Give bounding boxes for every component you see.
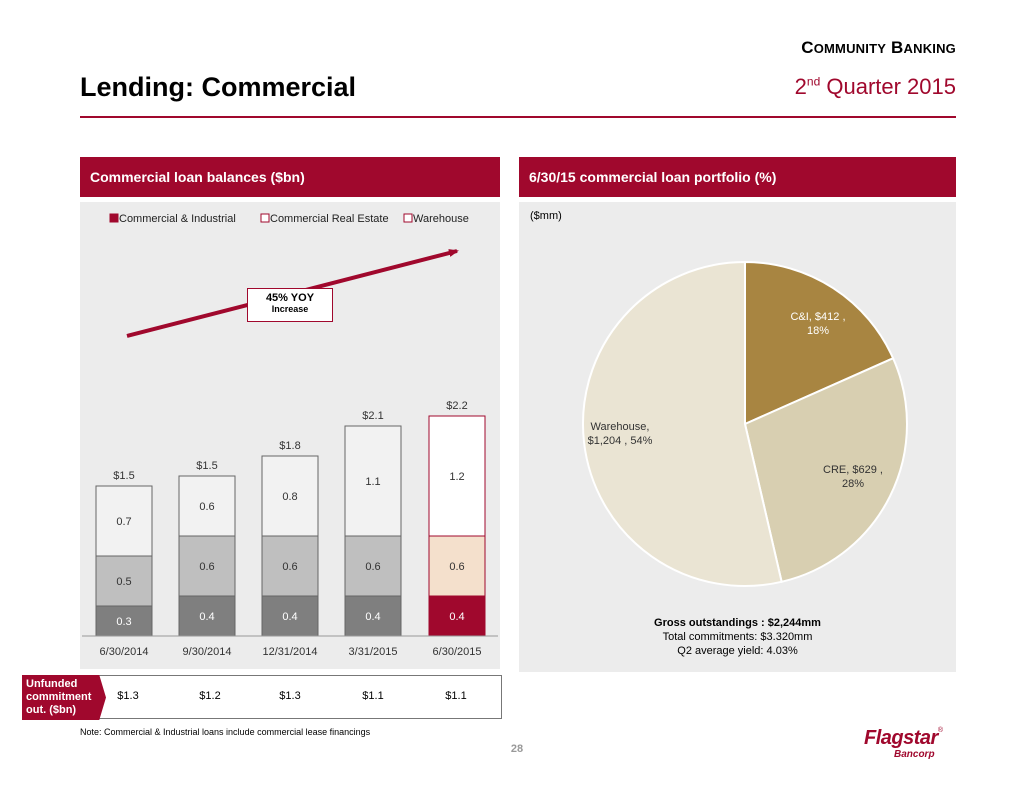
logo-reg: ® — [937, 727, 943, 734]
legend-label: Warehouse — [413, 213, 469, 225]
callout-line2: Increase — [271, 304, 309, 314]
bar-segment — [261, 455, 319, 537]
legend-swatch — [403, 213, 413, 223]
legend-swatch — [109, 213, 119, 223]
category-label: 12/31/2014 — [262, 646, 317, 658]
bar-segment — [261, 595, 319, 637]
category-label: 6/30/2014 — [100, 646, 149, 658]
pie-unit-label: ($mm) — [530, 210, 562, 222]
bar-value-label: 1.2 — [449, 471, 464, 483]
total-commitments: Total commitments: $3.320mm — [662, 631, 813, 643]
bar-total-label: $1.8 — [279, 440, 300, 452]
logo-sub: Bancorp — [894, 749, 935, 760]
legend-label: Commercial Real Estate — [270, 213, 389, 225]
bar-segment — [428, 535, 486, 597]
bar-segment — [95, 555, 153, 607]
bar-value-label: 0.4 — [365, 611, 380, 623]
category-label: 9/30/2014 — [183, 646, 232, 658]
bar-value-label: 0.6 — [199, 501, 214, 513]
bar-segment — [344, 595, 402, 637]
unfunded-value: $1.1 — [362, 690, 384, 702]
bar-value-label: 0.8 — [282, 491, 297, 503]
bar-segment — [344, 535, 402, 597]
title-divider — [80, 116, 956, 118]
unfunded-value: $1.3 — [117, 690, 139, 702]
pie-label-line2: 18% — [807, 325, 829, 337]
bar-segment — [178, 475, 236, 537]
right-panel-heading: 6/30/15 commercial loan portfolio (%) — [519, 157, 956, 197]
bar-segment — [95, 605, 153, 637]
bar-value-label: 0.4 — [449, 611, 464, 623]
pie-label-line1: Warehouse, — [591, 421, 650, 433]
bar-chart: 0.3 0.5 0.7 $1.5 6/30/2014 0.4 0.6 0.6 $1.5 9/30/… — [82, 213, 498, 658]
yoy-callout: 45% YOY Increase — [247, 288, 333, 322]
bar-total-label: $2.2 — [446, 400, 467, 412]
pie-slice — [743, 356, 908, 584]
legend-label: Commercial & Industrial — [119, 213, 236, 225]
callout-line1: 45% YOY — [265, 292, 315, 304]
bar-value-label: 0.6 — [199, 561, 214, 573]
unfunded-value: $1.2 — [199, 690, 221, 702]
bar-segment — [95, 485, 153, 557]
bar-value-label: 0.5 — [116, 576, 131, 588]
pie-chart: C&I, $412 , 18% CRE, $629 , 28% Warehouse, $1… — [582, 260, 908, 587]
page-number: 28 — [510, 743, 524, 755]
bar-value-label: 1.1 — [365, 476, 380, 488]
bar-segment — [178, 535, 236, 597]
bar-segment — [178, 595, 236, 637]
pie-slice — [744, 260, 895, 426]
pie-label-line1: C&I, $412 , — [790, 311, 845, 323]
quarter-label: 2nd Quarter 2015 — [794, 74, 956, 99]
unfunded-label: Unfunded commitment out. ($bn) — [22, 675, 106, 720]
page-title: Lending: Commercial — [80, 72, 357, 102]
category-label: 3/31/2015 — [349, 646, 398, 658]
bar-value-label: 0.6 — [449, 561, 464, 573]
pie-label-line2: 28% — [842, 478, 864, 490]
flagstar-logo: Flagstar® Bancorp — [864, 727, 960, 763]
bar-segment — [344, 425, 402, 537]
unfunded-value: $1.3 — [279, 690, 301, 702]
footnote: Note: Commercial & Industrial loans incl… — [80, 727, 371, 737]
portfolio-summary: Gross outstandings : $2,244mm Total comm… — [519, 616, 956, 658]
bar-value-label: 0.4 — [199, 611, 214, 623]
category-label: 6/30/2015 — [433, 646, 482, 658]
bar-value-label: 0.4 — [282, 611, 297, 623]
bar-segment — [428, 415, 486, 537]
bar-value-label: 0.7 — [116, 516, 131, 528]
bar-total-label: $1.5 — [113, 470, 134, 482]
bar-total-label: $1.5 — [196, 460, 217, 472]
pie-slice — [582, 260, 783, 587]
bar-value-label: 0.3 — [116, 616, 131, 628]
unfunded-value: $1.1 — [445, 690, 467, 702]
bar-segment — [261, 535, 319, 597]
logo-main: Flagstar — [864, 727, 938, 749]
bar-total-label: $2.1 — [362, 410, 383, 422]
pie-label-line1: CRE, $629 , — [823, 464, 883, 476]
section-label: COMMUNITY BANKING — [801, 38, 956, 57]
bar-value-label: 0.6 — [282, 561, 297, 573]
average-yield: Q2 average yield: 4.03% — [677, 645, 798, 657]
pie-label-line2: $1,204 , 54% — [588, 435, 653, 447]
legend-swatch — [260, 213, 270, 223]
gross-outstandings: Gross outstandings : $2,244mm — [654, 617, 821, 629]
bar-value-label: 0.6 — [365, 561, 380, 573]
left-panel-heading: Commercial loan balances ($bn) — [80, 157, 500, 197]
